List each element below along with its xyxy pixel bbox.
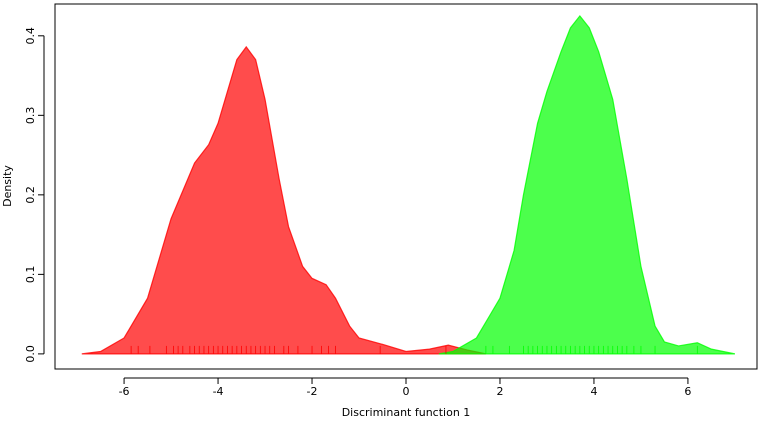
x-tick-label: 6 bbox=[684, 385, 691, 398]
y-axis-label: Density bbox=[1, 165, 14, 207]
y-tick-label: 0.3 bbox=[24, 107, 37, 125]
y-tick-label: 0.0 bbox=[24, 345, 37, 363]
x-axis-label: Discriminant function 1 bbox=[342, 406, 471, 419]
density-area bbox=[81, 45, 487, 355]
x-tick-label: 0 bbox=[403, 385, 410, 398]
x-tick-label: 2 bbox=[496, 385, 503, 398]
density-area bbox=[438, 14, 736, 355]
x-tick-label: -4 bbox=[213, 385, 224, 398]
y-tick-label: 0.2 bbox=[24, 186, 37, 204]
x-tick-label: -2 bbox=[307, 385, 318, 398]
plot-box bbox=[54, 3, 758, 370]
y-tick-label: 0.4 bbox=[24, 27, 37, 45]
y-tick-label: 0.1 bbox=[24, 266, 37, 284]
x-tick-label: 4 bbox=[590, 385, 597, 398]
x-tick-label: -6 bbox=[119, 385, 130, 398]
